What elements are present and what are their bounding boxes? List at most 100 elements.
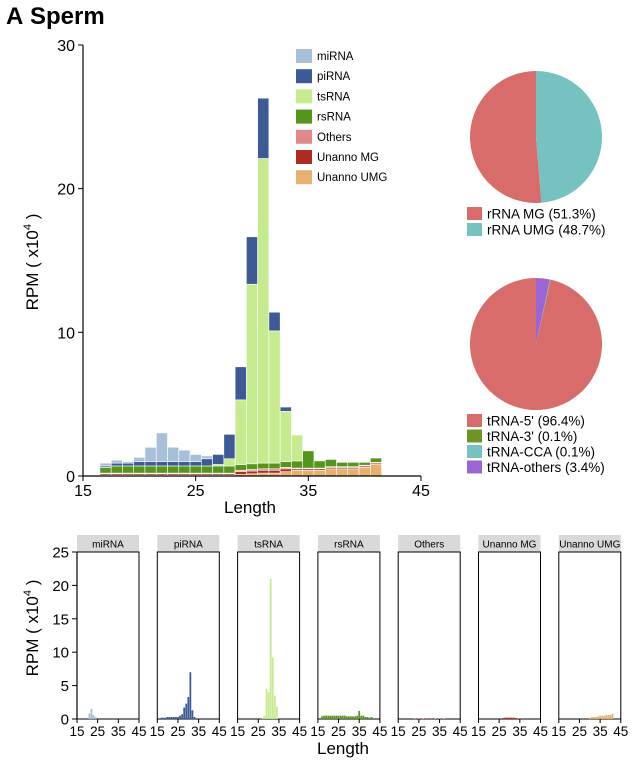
facet-strip-label-tsrna: tsRNA — [254, 540, 283, 551]
facet-bar-pirna-20 — [166, 716, 169, 719]
facet-y-tick-label: 15 — [52, 611, 69, 628]
facet-bar-rsrna-28 — [343, 715, 346, 719]
legend-swatch-mirna — [296, 49, 312, 63]
facet-strip-label-pirna: piRNA — [174, 540, 203, 551]
bar-pirna-24 — [178, 461, 191, 467]
facet-bar-rsrna-19 — [325, 715, 328, 719]
facet-bar-unanno-mg-32 — [512, 717, 515, 719]
bar-pirna-19 — [122, 462, 135, 467]
bar-unanno-umg-34 — [291, 469, 303, 477]
bar-tsrna-32 — [268, 330, 281, 464]
facet-bar-rsrna-32 — [352, 716, 354, 719]
bar-tsrna-30 — [246, 283, 258, 465]
pie-slice-trna-others — [536, 278, 550, 344]
bar-pirna-30 — [246, 236, 258, 285]
legend-swatch-rsrna — [296, 109, 312, 124]
facet-bar-rsrna-26 — [339, 715, 342, 719]
main-stacked-bar-chart: 0 10 20 30 15 25 35 45 miRNA piRNA tsRNA rsRNA Othe… — [22, 38, 430, 517]
facet-bar-pirna-31 — [189, 672, 192, 719]
facet-x-tick-label: 35 — [512, 724, 527, 739]
legend-label-pirna: piRNA — [317, 71, 351, 83]
pie-slice-trna-5 — [470, 278, 603, 411]
bar-rsrna-17 — [99, 467, 112, 474]
facet-x-tick-label: 15 — [551, 724, 566, 739]
facet-bar-rsrna-36 — [360, 715, 363, 719]
bar-rsrna-25 — [189, 465, 202, 474]
facet-bar-unanno-mg-34 — [516, 718, 519, 719]
facet-bar-pirna-19 — [164, 717, 167, 719]
facet-bar-rsrna-20 — [327, 715, 330, 719]
facet-bar-unanno-mg-28 — [504, 717, 507, 719]
trna-pie-chart — [470, 278, 603, 411]
facet-x-tick-label: 25 — [90, 724, 105, 739]
facet-bar-rsrna-31 — [350, 716, 352, 719]
facet-bar-rsrna-34 — [356, 715, 359, 719]
panel-title: Sperm — [30, 3, 105, 30]
bar-pirna-28 — [223, 434, 236, 460]
facet-bar-rsrna-35 — [358, 710, 361, 719]
facet-strip-label-unanno-mg: Unanno MG — [483, 540, 537, 551]
facet-bar-unanno-mg-33 — [514, 717, 517, 719]
facet-bar-others-27 — [422, 718, 424, 719]
bar-mirna-20 — [133, 457, 146, 462]
facet-bar-mirna-24 — [94, 716, 97, 719]
main-bars — [99, 97, 382, 477]
facet-x-tick-label: 45 — [131, 724, 146, 739]
facet-bar-tsrna-29 — [265, 688, 268, 719]
facet-bar-pirna-23 — [172, 716, 175, 719]
facet-bar-pirna-33 — [193, 716, 196, 719]
pie-legend-swatch — [467, 207, 482, 220]
bar-mirna-17 — [99, 462, 112, 467]
bar-rsrna-31 — [257, 462, 270, 470]
bar-pirna-22 — [155, 461, 168, 467]
bar-unanno-umg-38 — [336, 468, 349, 477]
pie-legend-label: tRNA-5' (96.4%) — [487, 414, 585, 429]
faceted-bar-chart: 0 5 10 15 20 25 miRNA 15 25 35 45 piRNA 15 25 35 45 tsRN… — [52, 535, 628, 739]
facet-bar-rsrna-23 — [333, 715, 336, 719]
facet-strip-unanno-mg — [478, 535, 541, 552]
bar-pirna-31 — [257, 97, 270, 159]
bar-unanno-umg-35 — [302, 469, 315, 477]
facet-bar-unanno-umg-36 — [601, 715, 604, 719]
facet-bar-tsrna-30 — [267, 692, 270, 719]
facet-bar-rsrna-38 — [364, 716, 367, 719]
main-y-axis-label: RPM ( x104 ) — [22, 214, 42, 311]
facet-bar-rsrna-25 — [337, 715, 340, 719]
bar-unanno-umg-39 — [347, 468, 360, 477]
facet-panel-unanno-umg — [558, 551, 622, 720]
facet-bar-pirna-27 — [181, 714, 183, 719]
bar-rsrna-24 — [178, 465, 191, 474]
facet-bar-others-37 — [442, 718, 445, 719]
bar-unanno-mg-29 — [234, 471, 247, 475]
facet-bar-unanno-umg-35 — [599, 715, 602, 719]
pie-legend-swatch — [467, 223, 482, 236]
bar-rsrna-40 — [358, 462, 371, 466]
bar-rsrna-23 — [167, 465, 180, 474]
facet-x-tick-label: 45 — [212, 724, 227, 739]
bar-rsrna-29 — [234, 464, 247, 471]
main-x-tick-label: 35 — [299, 483, 317, 500]
facet-x-tick-label: 35 — [191, 724, 206, 739]
facet-bar-others-23 — [413, 718, 416, 719]
facet-x-tick-label: 35 — [352, 724, 367, 739]
facet-bar-pirna-30 — [187, 696, 190, 719]
legend-label-unanno-mg: Unanno MG — [317, 152, 379, 164]
facet-bar-unanno-mg-27 — [502, 717, 505, 719]
facet-bar-pirna-18 — [162, 717, 165, 719]
facet-strip-tsrna — [237, 535, 300, 552]
bar-tsrna-29 — [234, 399, 247, 465]
facet-x-tick-label: 25 — [492, 724, 507, 739]
facet-panel-rsrna — [317, 551, 381, 720]
legend-swatch-unanno-mg — [296, 150, 312, 164]
facet-panel-unanno-mg — [478, 551, 541, 720]
bar-pirna-20 — [133, 461, 146, 467]
legend-label-rsrna: rsRNA — [317, 112, 351, 124]
bar-rsrna-41 — [369, 457, 382, 463]
bar-rsrna-28 — [223, 465, 236, 474]
bar-mirna-19 — [122, 461, 135, 464]
facet-bar-unanno-umg-31 — [590, 716, 593, 719]
bar-rsrna-26 — [201, 465, 213, 474]
bar-rsrna-39 — [347, 462, 360, 467]
facet-y-tick-label: 0 — [61, 712, 69, 729]
